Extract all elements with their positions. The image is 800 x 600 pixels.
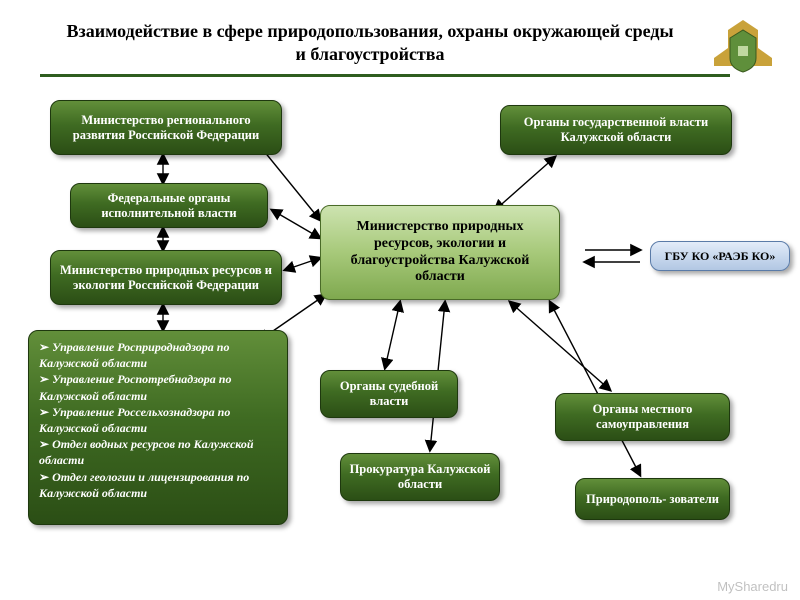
node-label: Природополь- зователи bbox=[586, 492, 719, 507]
node-label: Министерство природных ресурсов, экологи… bbox=[329, 219, 551, 286]
agencies-list: Управление Росприроднадзора по Калужской… bbox=[39, 339, 277, 501]
node-prirodopolz: Природополь- зователи bbox=[575, 478, 730, 520]
node-sud: Органы судебной власти bbox=[320, 370, 458, 418]
list-item: Отдел геологии и лицензирования по Калуж… bbox=[39, 469, 277, 501]
node-prokuratura: Прокуратура Калужской области bbox=[340, 453, 500, 501]
node-label: Министерство регионального развития Росс… bbox=[59, 113, 273, 143]
node-mestnoe: Органы местного самоуправления bbox=[555, 393, 730, 441]
node-label: Органы государственной власти Калужской … bbox=[509, 115, 723, 145]
node-label: Прокуратура Калужской области bbox=[349, 462, 491, 492]
watermark: MySharedru bbox=[717, 579, 788, 594]
node-min-reg-razv: Министерство регионального развития Росс… bbox=[50, 100, 282, 155]
list-item: Отдел водных ресурсов по Калужской облас… bbox=[39, 436, 277, 468]
emblem-icon bbox=[704, 8, 782, 76]
node-center: Министерство природных ресурсов, экологи… bbox=[320, 205, 560, 300]
node-min-prir-rf: Министерство природных ресурсов и эколог… bbox=[50, 250, 282, 305]
list-item: Управление Роспотребнадзора по Калужской… bbox=[39, 371, 277, 403]
list-item: Управление Россельхознадзора по Калужско… bbox=[39, 404, 277, 436]
node-label: ГБУ КО «РАЭБ КО» bbox=[665, 249, 776, 263]
node-label: Федеральные органы исполнительной власти bbox=[79, 191, 259, 221]
list-item: Управление Росприроднадзора по Калужской… bbox=[39, 339, 277, 371]
node-fed-ispoln: Федеральные органы исполнительной власти bbox=[70, 183, 268, 228]
node-gos-vlast-kaluga: Органы государственной власти Калужской … bbox=[500, 105, 732, 155]
title-rule bbox=[40, 74, 730, 77]
node-gbu: ГБУ КО «РАЭБ КО» bbox=[650, 241, 790, 271]
node-label: Министерство природных ресурсов и эколог… bbox=[59, 263, 273, 293]
page-title: Взаимодействие в сфере природопользовани… bbox=[60, 20, 680, 65]
node-label: Органы судебной власти bbox=[329, 379, 449, 409]
node-label: Органы местного самоуправления bbox=[564, 402, 721, 432]
node-agencies-list: Управление Росприроднадзора по Калужской… bbox=[28, 330, 288, 525]
